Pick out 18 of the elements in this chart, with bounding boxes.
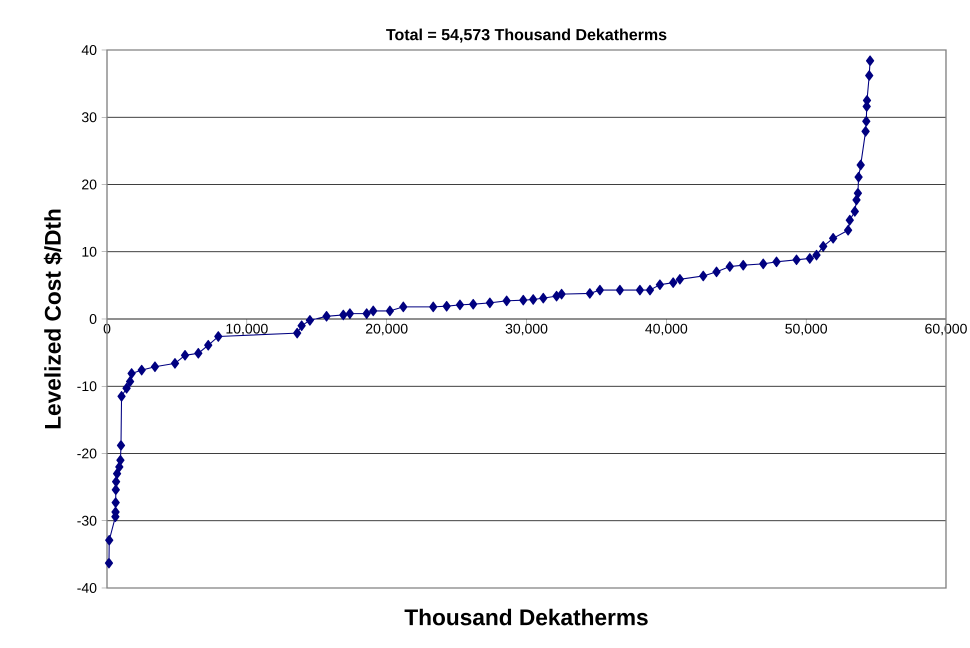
y-tick-label: 30 — [82, 112, 96, 122]
x-tick-label: 10,000 — [226, 324, 268, 336]
y-tick-label: -30 — [77, 516, 96, 526]
y-tick-label: -10 — [77, 381, 96, 392]
y-tick-label: 0 — [90, 314, 96, 324]
y-tick-label: 40 — [82, 45, 96, 55]
y-tick-label: 10 — [82, 246, 96, 257]
y-tick-label: 20 — [82, 180, 96, 190]
x-axis-title: Thousand Dekatherms — [404, 608, 648, 626]
x-tick-label: 50,000 — [785, 324, 828, 336]
y-tick-label: -40 — [77, 583, 96, 593]
chart-title: Total = 54,573 Thousand Dekatherms — [386, 28, 666, 43]
x-tick-label: 60,000 — [925, 324, 967, 336]
x-tick-label: 40,000 — [645, 324, 688, 336]
x-tick-label: 20,000 — [366, 324, 408, 336]
y-axis-title: Levelized Cost $/Dth — [44, 210, 62, 428]
x-tick-label: 30,000 — [506, 324, 548, 336]
y-tick-label: -20 — [77, 448, 96, 458]
